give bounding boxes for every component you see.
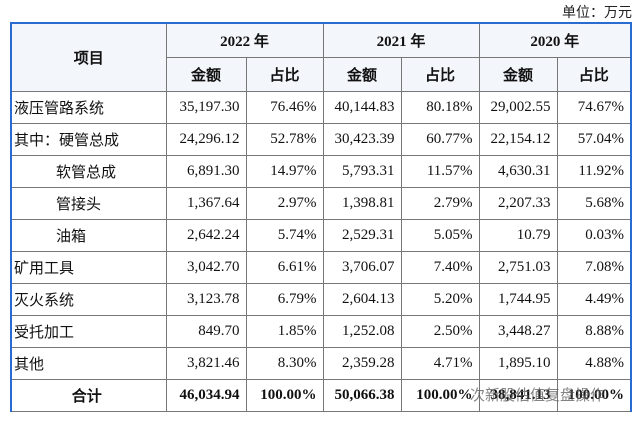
header-share: 占比 [245,57,324,92]
table-row: 管接头 1,367.64 2.97% 1,398.81 2.79% 2,207.33 5.6… [10,187,632,220]
header-amount: 金额 [322,57,402,92]
cell: 6.79% [245,283,324,316]
table-row: 软管总成 6,891.30 14.97% 5,793.31 11.57% 4,630.31… [10,155,632,188]
cell: 1.85% [245,315,324,348]
cell: 3,821.46 [165,347,247,380]
cell: 3,448.27 [478,315,558,348]
total-row: 合计 46,034.94 100.00% 50,066.38 100.00% 38,841… [10,379,632,412]
cell: 4,630.31 [478,155,558,188]
cell: 1,367.64 [165,187,247,220]
cell: 74.67% [556,91,632,124]
table-row: 液压管路系统 35,197.30 76.46% 40,144.83 80.18% 29,0… [10,91,632,124]
header-year: 2022 年 [165,22,324,58]
cell: 4.49% [556,283,632,316]
header-item: 项目 [10,22,167,92]
cell: 2,604.13 [322,283,402,316]
table-body: 液压管路系统 35,197.30 76.46% 40,144.83 80.18% 29,0… [10,91,632,412]
cell: 8.88% [556,315,632,348]
cell: 2.79% [400,187,480,220]
cell: 76.46% [245,91,324,124]
cell: 40,144.83 [322,91,402,124]
cell: 1,398.81 [322,187,402,220]
table-row: 其中：硬管总成 24,296.12 52.78% 30,423.39 60.77% 22,… [10,123,632,156]
row-label: 软管总成 [10,155,167,188]
row-label: 油箱 [10,219,167,252]
table-row: 油箱 2,642.24 5.74% 2,529.31 5.05% 10.79 0.03% [10,219,632,252]
cell: 29,002.55 [478,91,558,124]
cell: 3,706.07 [322,251,402,284]
table-row: 受托加工 849.70 1.85% 1,252.08 2.50% 3,448.27 8.88… [10,315,632,348]
cell: 6,891.30 [165,155,247,188]
cell: 5.74% [245,219,324,252]
header-share: 占比 [556,57,632,92]
cell: 1,252.08 [322,315,402,348]
cell: 57.04% [556,123,632,156]
cell: 30,423.39 [322,123,402,156]
cell: 8.30% [245,347,324,380]
cell: 5.20% [400,283,480,316]
cell: 4.88% [556,347,632,380]
unit-label: 单位：万元 [562,6,632,21]
watermark: 次新股估值复盘操作 [470,388,606,404]
cell: 80.18% [400,91,480,124]
row-label: 受托加工 [10,315,167,348]
cell: 2,207.33 [478,187,558,220]
row-label: 管接头 [10,187,167,220]
cell: 2,751.03 [478,251,558,284]
cell: 2.97% [245,187,324,220]
cell: 2,529.31 [322,219,402,252]
row-label: 其他 [10,347,167,380]
cell: 50,066.38 [322,379,402,412]
cell: 24,296.12 [165,123,247,156]
cell: 2,642.24 [165,219,247,252]
cell: 10.79 [478,219,558,252]
cell: 46,034.94 [165,379,247,412]
cell: 52.78% [245,123,324,156]
cell: 2.50% [400,315,480,348]
cell: 35,197.30 [165,91,247,124]
cell: 100.00% [245,379,324,412]
cell: 1,744.95 [478,283,558,316]
cell: 5.68% [556,187,632,220]
cell: 100.00% [556,379,632,412]
cell: 5.05% [400,219,480,252]
row-label: 其中：硬管总成 [10,123,167,156]
header-year: 2021 年 [322,22,480,58]
cell: 6.61% [245,251,324,284]
header-year: 2020 年 [478,22,632,58]
cell: 3,042.70 [165,251,247,284]
cell: 7.40% [400,251,480,284]
row-label: 灭火系统 [10,283,167,316]
cell: 3,123.78 [165,283,247,316]
cell: 60.77% [400,123,480,156]
row-label: 合计 [10,379,167,412]
cell: 38,841.13 [478,379,558,412]
cell: 0.03% [556,219,632,252]
table-row: 矿用工具 3,042.70 6.61% 3,706.07 7.40% 2,751.03 7.… [10,251,632,284]
table-row: 灭火系统 3,123.78 6.79% 2,604.13 5.20% 1,744.95 4.… [10,283,632,316]
subheader-row: 金额 占比 金额 占比 金额 占比 [11,57,632,92]
data-table: 项目 2022 年 2021 年 2020 年 金额 占比 金额 占比 金额 占… [10,22,633,412]
cell: 7.08% [556,251,632,284]
cell: 5,793.31 [322,155,402,188]
row-label: 矿用工具 [10,251,167,284]
cell: 14.97% [245,155,324,188]
cell: 11.92% [556,155,632,188]
cell: 849.70 [165,315,247,348]
table-row: 其他 3,821.46 8.30% 2,359.28 4.71% 1,895.10 4.88… [10,347,632,380]
row-label: 液压管路系统 [10,91,167,124]
header-amount: 金额 [165,57,247,92]
header-row: 项目 2022 年 2021 年 2020 年 [10,22,632,92]
header-amount: 金额 [478,57,558,92]
cell: 11.57% [400,155,480,188]
cell: 1,895.10 [478,347,558,380]
cell: 100.00% [400,379,480,412]
header-share: 占比 [400,57,480,92]
cell: 2,359.28 [322,347,402,380]
cell: 22,154.12 [478,123,558,156]
cell: 4.71% [400,347,480,380]
